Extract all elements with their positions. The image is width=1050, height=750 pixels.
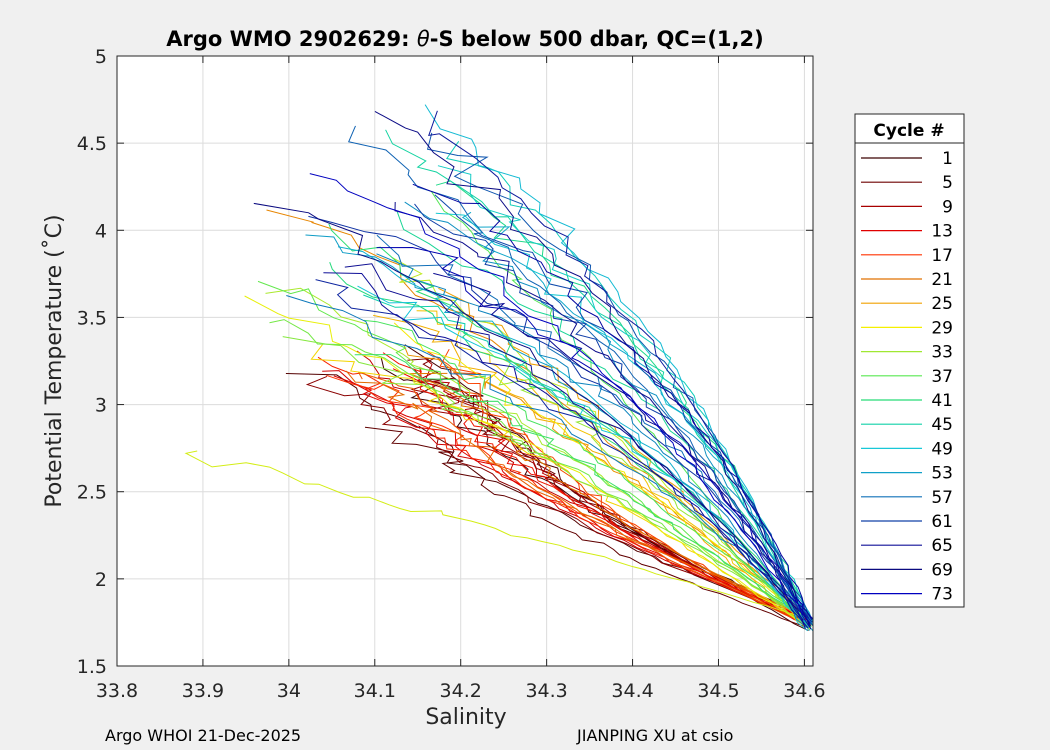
legend-label: 49 <box>931 439 953 459</box>
profile-line-cycle-24 <box>403 345 812 621</box>
legend-items: 1 5 9 13 17 21 25 29 33 37 41 45 49 53 57 61 65 69 73 <box>861 149 953 605</box>
y-axis-label: Potential Temperature (˚C) <box>42 214 67 507</box>
profile-line-cycle-65 <box>428 110 810 619</box>
profile-line-cycle-4 <box>364 426 810 629</box>
profile-line-cycle-20 <box>357 371 807 623</box>
profile-line-cycle-15 <box>382 352 808 625</box>
legend-label: 25 <box>931 294 953 314</box>
profile-line-cycle-36 <box>269 319 810 624</box>
y-tick-label: 4.5 <box>77 133 107 155</box>
profile-line-cycle-31 <box>184 450 808 619</box>
x-tick-label: 34.4 <box>611 680 653 702</box>
legend-label: 1 <box>942 149 953 169</box>
y-tick-label: 2.5 <box>77 482 107 504</box>
footer-right: JIANPING XU at csio <box>576 726 733 745</box>
legend-label: 57 <box>931 488 953 508</box>
legend-label: 69 <box>931 560 953 580</box>
x-axis-ticks: 33.8 33.9 34 34.1 34.2 34.3 34.4 34.5 34.6 <box>96 56 826 702</box>
profile-line-cycle-30 <box>244 295 811 630</box>
legend-label: 61 <box>931 512 953 532</box>
y-tick-label: 5 <box>95 46 107 68</box>
profile-line-cycle-70 <box>253 202 812 627</box>
profile-line-cycle-50 <box>357 285 808 632</box>
x-tick-label: 33.9 <box>182 680 224 702</box>
profile-line-cycle-68 <box>394 201 806 630</box>
plot-frame <box>116 55 814 667</box>
legend-label: 33 <box>931 343 953 363</box>
profile-line-cycle-46 <box>363 294 806 627</box>
y-tick-label: 3.5 <box>77 307 107 329</box>
profile-line-cycle-11 <box>356 350 811 623</box>
profile-line-cycle-17 <box>326 374 808 619</box>
profile-line-cycle-66 <box>323 272 804 621</box>
profile-line-cycle-37 <box>257 280 812 622</box>
profile-line-cycle-62 <box>414 203 806 627</box>
profile-line-cycle-74 <box>309 173 811 628</box>
profile-line-cycle-33 <box>265 287 812 629</box>
legend-label: 29 <box>931 318 953 338</box>
x-tick-label: 33.8 <box>96 680 138 702</box>
legend-label: 53 <box>931 464 953 484</box>
legend-label: 65 <box>931 536 953 556</box>
profile-line-cycle-16 <box>317 356 809 624</box>
legend-label: 9 <box>942 197 953 217</box>
profile-line-cycle-21 <box>345 370 813 619</box>
chart-title: Argo WMO 2902629: θ-S below 500 dbar, QC… <box>166 27 763 51</box>
legend-label: 45 <box>931 415 953 435</box>
legend-label: 13 <box>931 222 953 242</box>
legend-title: Cycle # <box>873 121 944 141</box>
profile-lines <box>184 104 814 632</box>
profile-line-cycle-61 <box>434 194 809 619</box>
legend-label: 5 <box>942 173 953 193</box>
profile-line-cycle-57 <box>286 295 814 619</box>
profile-line-cycle-73 <box>376 246 811 624</box>
profile-line-cycle-71 <box>433 272 813 621</box>
legend-label: 17 <box>931 246 953 266</box>
y-tick-label: 2 <box>95 569 107 591</box>
y-tick-label: 3 <box>95 395 107 417</box>
legend-label: 41 <box>931 391 953 411</box>
legend: Cycle # 1 5 9 13 17 21 25 29 33 37 41 45 49 53 57 61 65 6… <box>854 113 965 608</box>
plot-area <box>116 55 814 667</box>
y-tick-label: 1.5 <box>77 656 107 678</box>
legend-label: 73 <box>931 585 953 605</box>
x-tick-label: 34.6 <box>783 680 825 702</box>
x-tick-label: 34.1 <box>354 680 396 702</box>
x-tick-label: 34.5 <box>697 680 739 702</box>
profile-line-cycle-29 <box>393 322 809 620</box>
legend-label: 37 <box>931 367 953 387</box>
profile-line-cycle-40 <box>354 354 814 626</box>
y-axis-ticks: 1.5 2 2.5 3 3.5 4 4.5 5 <box>77 46 813 678</box>
profile-line-cycle-35 <box>282 336 808 623</box>
profile-line-cycle-44 <box>396 211 814 620</box>
legend-label: 21 <box>931 270 953 290</box>
legend-box <box>854 113 965 608</box>
profile-line-cycle-22 <box>409 372 810 621</box>
y-tick-label: 4 <box>95 220 107 242</box>
x-tick-label: 34.3 <box>525 680 567 702</box>
footer-left: Argo WHOI 21-Dec-2025 <box>105 726 301 745</box>
profile-line-cycle-3 <box>285 373 813 625</box>
x-tick-label: 34.2 <box>440 680 482 702</box>
profile-line-cycle-72 <box>412 183 814 620</box>
x-tick-label: 34 <box>277 680 301 702</box>
x-axis-label: Salinity <box>425 705 506 730</box>
profile-line-cycle-42 <box>329 262 811 620</box>
